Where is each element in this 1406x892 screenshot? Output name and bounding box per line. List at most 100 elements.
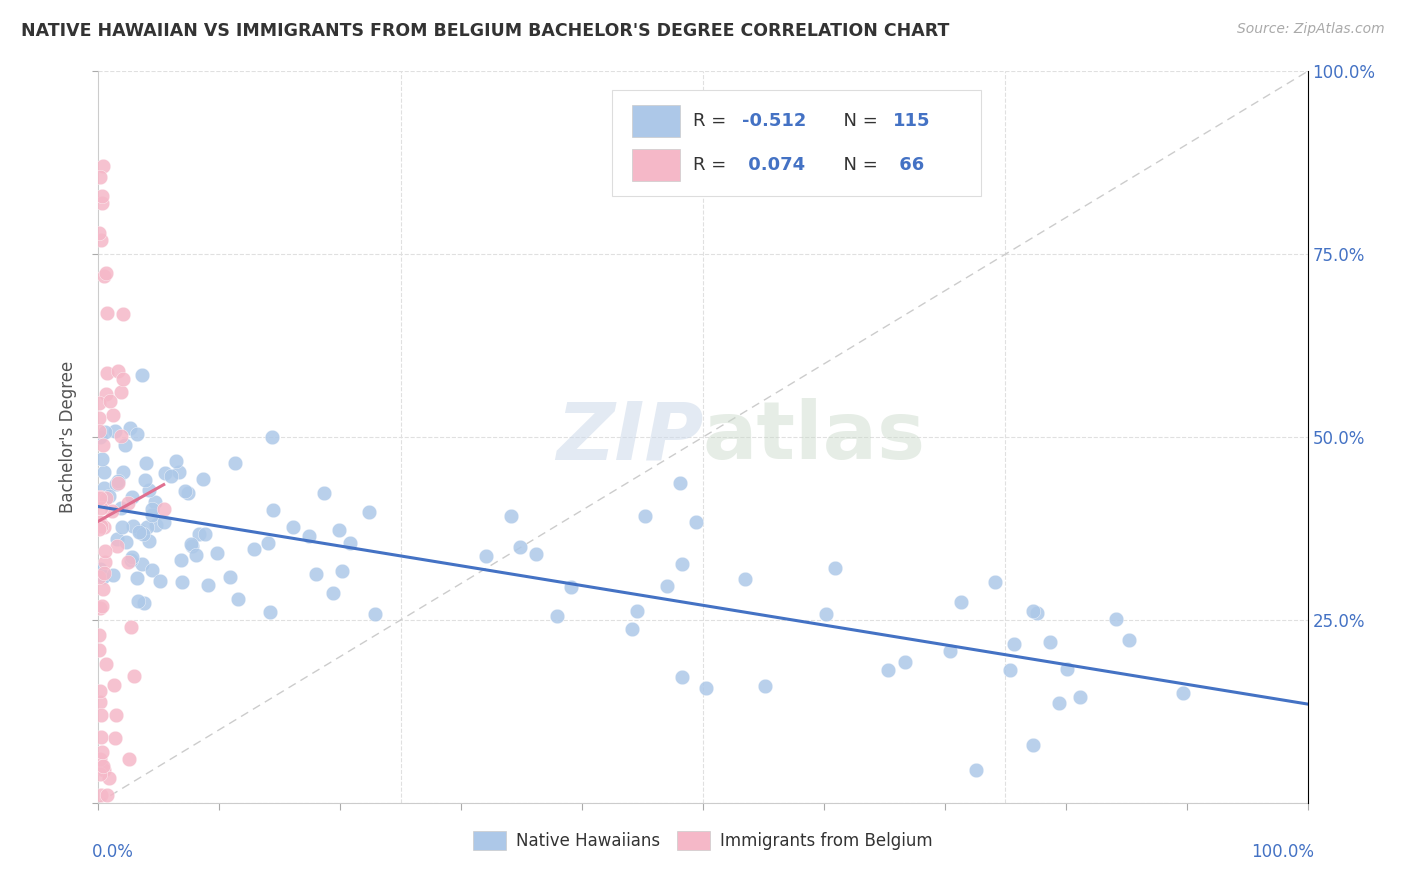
Point [1056,662,1078,676]
Point [134,473,156,487]
Point [91,438,114,452]
Point [118,421,141,435]
Point [90,789,112,803]
Point [91,196,114,211]
Point [89,683,111,698]
Point [96,789,118,803]
Point [1000,663,1022,677]
Text: 115: 115 [893,112,931,130]
Point [89,752,111,766]
Point [695,681,717,695]
Point [110,429,132,443]
Point [104,424,127,438]
Point [754,679,776,693]
Point [965,763,987,777]
Point [668,476,690,491]
Point [96,306,118,320]
Point [359,505,381,519]
Point [93,520,115,534]
Point [177,485,200,500]
Point [364,607,387,621]
Point [328,523,350,537]
Point [104,731,127,745]
Point [141,501,163,516]
Point [91,759,114,773]
Point [314,486,336,500]
Point [136,519,159,533]
Text: R =: R = [693,156,733,174]
Point [98,393,121,408]
Point [101,408,124,422]
Point [112,465,135,479]
Point [93,269,115,284]
Point [90,708,112,723]
Point [94,491,117,505]
Point [685,515,707,529]
Point [105,539,128,553]
Point [153,466,176,480]
Point [87,643,110,657]
Point [89,430,111,444]
Point [121,553,143,567]
Point [91,599,114,613]
Point [110,385,132,400]
Point [89,411,111,425]
Point [122,669,145,683]
Point [125,570,148,584]
Point [160,469,183,483]
Point [89,627,111,641]
Point [131,557,153,571]
Point [111,307,134,321]
Point [180,539,202,553]
Point [219,570,242,584]
Point [90,518,112,533]
Point [305,566,328,581]
Point [120,619,142,633]
Point [1026,606,1049,620]
Point [546,608,568,623]
Point [122,518,145,533]
Point [259,605,281,619]
Point [671,670,693,684]
Point [118,752,141,766]
Point [167,465,190,479]
Point [322,586,344,600]
Point [103,677,125,691]
Point [281,520,304,534]
Point [89,515,111,529]
Point [96,387,118,401]
Text: -0.512: -0.512 [742,112,806,130]
Point [734,573,756,587]
Y-axis label: Bachelor's Degree: Bachelor's Degree [59,361,77,513]
Point [93,465,115,479]
Point [145,518,167,533]
Point [129,524,152,539]
Point [87,226,110,240]
Point [96,366,118,380]
Text: NATIVE HAWAIIAN VS IMMIGRANTS FROM BELGIUM BACHELOR'S DEGREE CORRELATION CHART: NATIVE HAWAIIAN VS IMMIGRANTS FROM BELGI… [21,22,949,40]
Point [501,508,523,523]
Point [91,745,114,759]
Point [91,188,114,202]
Point [152,515,174,529]
Point [127,426,149,441]
Point [634,508,657,523]
Point [89,562,111,576]
Point [89,490,111,504]
Point [117,496,139,510]
Point [298,529,321,543]
Point [91,582,114,596]
Point [94,425,117,440]
Point [330,565,353,579]
Point [894,655,917,669]
Point [1002,637,1025,651]
Point [134,457,156,471]
Point [257,536,280,550]
Point [205,546,228,560]
Point [90,758,112,772]
Point [560,580,582,594]
Point [87,522,110,536]
Point [94,555,117,569]
Point [1069,690,1091,704]
Point [170,574,193,589]
